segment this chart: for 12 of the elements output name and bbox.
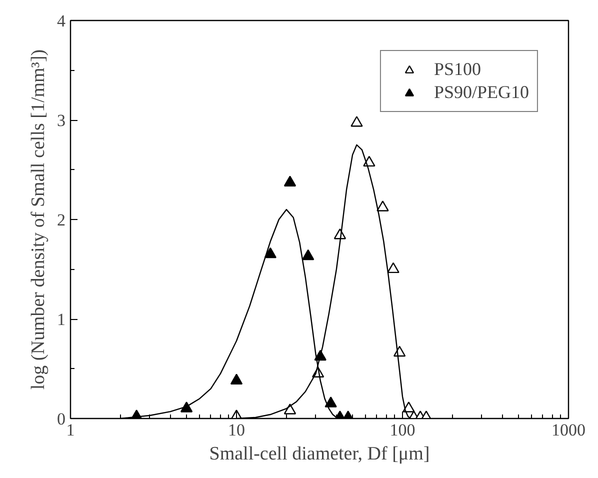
- x-tick-label: 10: [228, 420, 245, 440]
- x-tick-label: 100: [390, 420, 416, 440]
- x-tick-label: 1000: [552, 420, 586, 440]
- legend-label: PS90/PEG10: [434, 82, 529, 103]
- y-tick-label: 4: [57, 12, 66, 30]
- y-axis-title: log (Number density of Small cells [1/mm³]): [28, 49, 49, 390]
- x-axis-title: Small-cell diameter, Df [μm]: [209, 444, 430, 464]
- legend-label: PS100: [434, 59, 481, 80]
- y-tick-label: 2: [57, 210, 66, 230]
- y-tick-label: 3: [57, 111, 66, 130]
- y-tick-label: 0: [57, 410, 66, 428]
- y-tick-label: 1: [57, 310, 66, 329]
